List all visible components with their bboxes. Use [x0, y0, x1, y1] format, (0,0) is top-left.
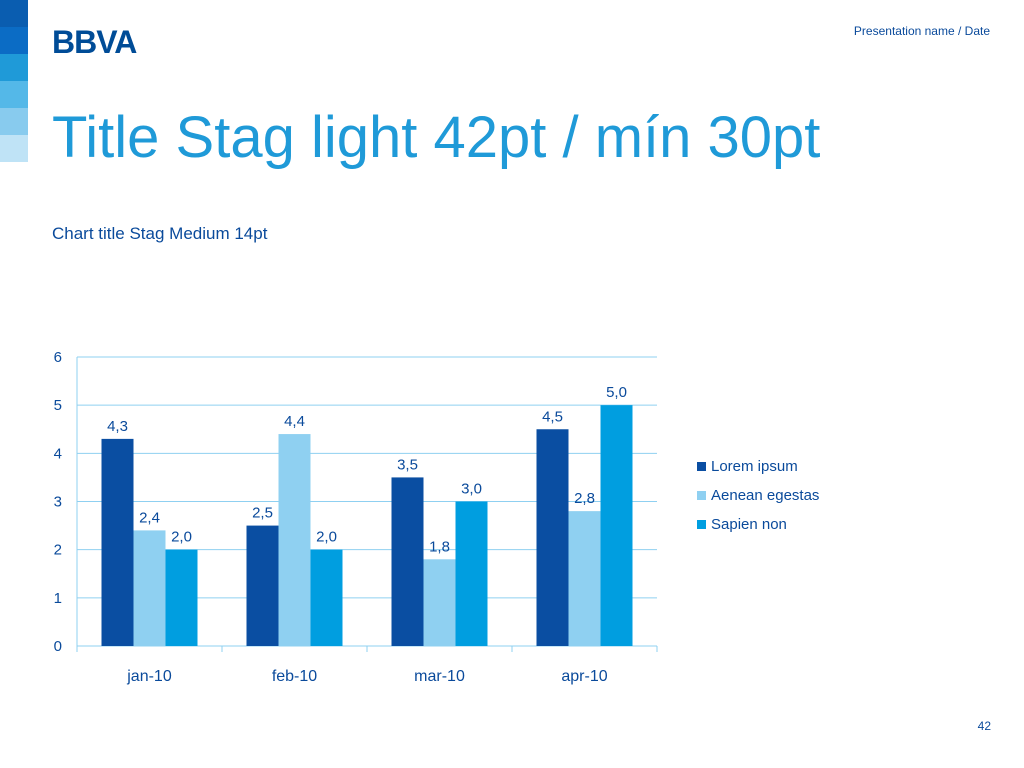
bar	[600, 405, 633, 646]
data-label: 3,0	[461, 481, 482, 498]
y-tick-label: 6	[54, 349, 62, 366]
legend-swatch	[697, 491, 706, 500]
bar	[391, 477, 424, 646]
legend-label: Aenean egestas	[711, 487, 819, 504]
data-label: 4,5	[542, 408, 563, 425]
legend-swatch	[697, 520, 706, 529]
bar	[278, 434, 311, 646]
legend-swatch	[697, 462, 706, 471]
y-tick-label: 2	[54, 542, 62, 559]
presentation-meta: Presentation name / Date	[853, 24, 990, 38]
legend-label: Lorem ipsum	[711, 458, 798, 475]
data-label: 3,5	[397, 456, 418, 473]
bar	[455, 501, 488, 646]
y-tick-label: 0	[54, 638, 62, 655]
data-label: 4,4	[284, 413, 305, 430]
bar	[165, 549, 198, 646]
y-tick-label: 5	[54, 397, 62, 414]
brand-stripe-5	[0, 108, 28, 135]
brand-stripe-2	[0, 27, 28, 54]
x-tick-label: jan-10	[126, 668, 172, 685]
y-tick-label: 4	[54, 445, 62, 462]
data-label: 2,0	[316, 529, 337, 546]
x-tick-label: mar-10	[414, 668, 465, 685]
y-tick-label: 1	[54, 590, 62, 607]
bar	[568, 511, 601, 646]
brand-stripe-4	[0, 81, 28, 108]
slide-title: Title Stag light 42pt / mín 30pt	[52, 105, 821, 170]
bar	[133, 530, 166, 646]
bbva-logo: BBVA	[52, 24, 137, 60]
bar	[310, 549, 343, 646]
bar	[423, 559, 456, 646]
x-tick-label: feb-10	[272, 668, 317, 685]
data-label: 2,5	[252, 505, 273, 522]
data-label: 2,0	[171, 529, 192, 546]
x-tick-label: apr-10	[561, 668, 607, 685]
data-label: 2,4	[139, 509, 160, 526]
bar	[101, 438, 134, 646]
data-label: 4,3	[107, 418, 128, 435]
y-tick-label: 3	[54, 494, 62, 511]
bar	[246, 525, 279, 646]
data-label: 2,8	[574, 490, 595, 507]
data-label: 1,8	[429, 538, 450, 555]
brand-stripe-3	[0, 54, 28, 81]
brand-stripe-1	[0, 0, 28, 27]
page-number: 42	[977, 719, 991, 733]
bar	[536, 429, 569, 646]
data-label: 5,0	[606, 384, 627, 401]
legend-label: Sapien non	[711, 516, 787, 533]
brand-stripe-6	[0, 135, 28, 162]
chart-title: Chart title Stag Medium 14pt	[52, 224, 268, 243]
